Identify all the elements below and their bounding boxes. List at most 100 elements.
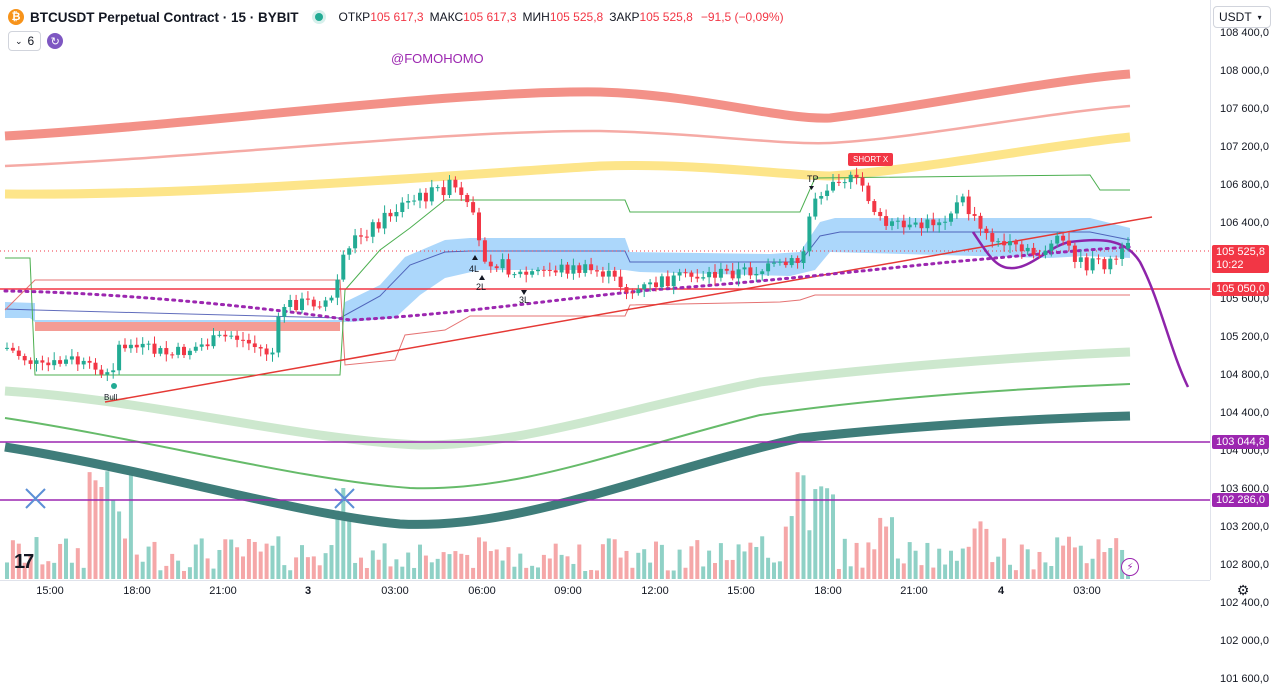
candle-body (943, 221, 948, 223)
volume-bar (482, 541, 487, 579)
lightning-icon[interactable]: ⚡ (1121, 558, 1139, 576)
price-chart[interactable] (0, 0, 1210, 580)
candlesticks (5, 167, 1130, 382)
candle-body (1061, 235, 1066, 241)
price-tick-label: 106 400,0 (1220, 217, 1269, 229)
volume-bar (317, 565, 322, 579)
candle-body (618, 276, 623, 288)
candle-body (713, 271, 717, 278)
high-label: МАКС (429, 10, 464, 24)
volume-bar (182, 570, 186, 579)
candle-body (211, 335, 216, 347)
volume-bar (223, 539, 228, 579)
price-axis-border (1210, 0, 1211, 580)
market-open-status-icon (314, 13, 323, 21)
volume-bar (282, 565, 287, 579)
volume-bar (347, 514, 352, 579)
high-value: 105 617,3 (463, 10, 517, 24)
candle-body (10, 347, 15, 351)
volume-bar (659, 544, 664, 579)
candle-body (323, 300, 328, 307)
l4-marker (472, 255, 478, 260)
volume-bar (589, 569, 594, 579)
candle-body (52, 360, 57, 366)
time-tick-label: 09:00 (554, 585, 582, 597)
volume-bar (606, 538, 611, 579)
candle-body (506, 259, 511, 275)
candle-body (577, 265, 582, 273)
sync-icon[interactable]: ↻ (47, 33, 64, 49)
volume-bar (329, 545, 334, 579)
volume-bar (429, 562, 434, 579)
candle-body (376, 222, 381, 229)
price-tick-label: 108 000,0 (1220, 65, 1269, 77)
bull-label: Bull (104, 393, 118, 402)
symbol-title[interactable]: BTCUSDT Perpetual Contract · 15 · BYBIT (30, 9, 299, 25)
volume-bar (890, 517, 894, 579)
candle-body (789, 258, 794, 266)
candle-body (193, 346, 198, 351)
candle-body (205, 344, 210, 347)
candle-body (553, 270, 558, 273)
candle-body (772, 262, 776, 264)
indicators-toggle-button[interactable]: ⌄ 6 (8, 31, 42, 51)
volume-bar (241, 556, 245, 579)
volume-bar (760, 536, 765, 579)
dotted-ma (3, 245, 1132, 322)
candle-body (28, 360, 33, 364)
volume-bar (1043, 562, 1048, 579)
volume-bar (22, 562, 27, 579)
purple-projection-path[interactable] (971, 231, 1190, 388)
tp-marker (809, 186, 814, 190)
volume-bar (541, 554, 546, 579)
candle-body (742, 267, 747, 270)
chevron-down-icon: ▾ (1257, 12, 1262, 22)
volume-bar (937, 548, 942, 579)
volume-bar (547, 558, 552, 579)
candle-body (1025, 247, 1030, 252)
candle-body (695, 276, 700, 279)
volume-bar (229, 539, 234, 579)
volume-bar (128, 469, 133, 579)
candle-body (654, 282, 658, 288)
candle-body (795, 258, 800, 264)
volume-bar (1037, 551, 1042, 579)
candle-body (152, 343, 157, 354)
volume-bar (488, 551, 493, 579)
time-axis-border (0, 580, 1210, 581)
trend-line[interactable] (104, 216, 1153, 403)
candle-body (600, 271, 605, 277)
cross-marker-left (25, 488, 46, 509)
candle-body (825, 190, 830, 197)
volume-bar (736, 544, 741, 579)
candle-body (75, 356, 80, 365)
candle-body (665, 276, 670, 287)
gear-icon[interactable]: ⚙ (1236, 582, 1250, 598)
candle-body (642, 284, 647, 290)
volume-bar (600, 544, 605, 579)
volume-bar (949, 550, 953, 579)
candle-body (960, 196, 965, 203)
volume-bar (536, 567, 540, 579)
currency-selector[interactable]: USDT ▾ (1213, 6, 1271, 28)
volume-bar (772, 562, 776, 579)
volume-bar (459, 553, 464, 579)
tradingview-logo-icon[interactable]: 17 (14, 551, 34, 573)
level-tag-105050: 105 050,0 (1212, 282, 1269, 296)
volume-bar (305, 557, 310, 579)
time-tick-label: 15:00 (727, 585, 755, 597)
candle-body (677, 272, 682, 276)
candle-body (866, 185, 871, 202)
yellow-band (4, 132, 1131, 199)
volume-bar (364, 567, 369, 579)
level-tag-103044: 103 044,8 (1212, 435, 1269, 449)
time-tick-label: 21:00 (900, 585, 928, 597)
candle-body (429, 187, 434, 202)
candle-body (494, 266, 499, 269)
candle-body (978, 215, 983, 229)
volume-bar (583, 570, 588, 579)
candle-body (217, 334, 222, 336)
candle-body (412, 200, 417, 202)
volume-bar (1084, 563, 1089, 579)
